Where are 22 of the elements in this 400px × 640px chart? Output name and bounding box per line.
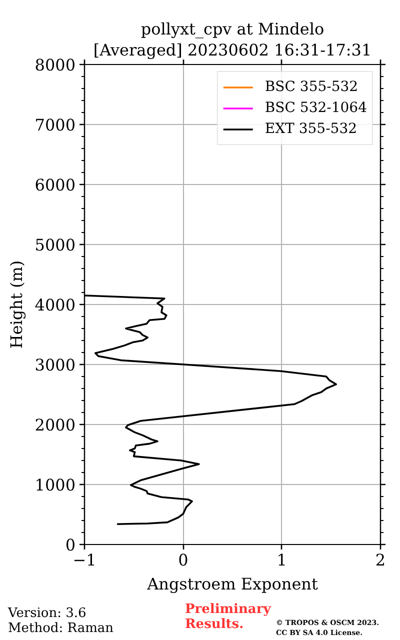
chart-title: pollyxt_cpv at Mindelo <box>140 20 324 38</box>
legend-label: BSC 532-1064 <box>264 99 367 118</box>
chart-subtitle: [Averaged] 20230602 16:31-17:31 <box>93 40 372 60</box>
y-tick-label: 8000 <box>34 56 76 74</box>
x-axis-title: Angstroem Exponent <box>146 574 318 594</box>
y-tick-label: 7000 <box>34 116 76 134</box>
y-tick-label: 3000 <box>34 356 76 374</box>
y-tick-label: 2000 <box>34 416 76 434</box>
x-tick-label: 0 <box>178 550 188 570</box>
y-tick-label: 5000 <box>34 236 76 254</box>
text: Results. <box>185 617 244 632</box>
text: Preliminary <box>185 602 271 617</box>
y-axis-title: Height (m) <box>6 260 26 349</box>
y-tick-label: 6000 <box>34 176 76 194</box>
text: Method: Raman <box>8 621 114 636</box>
x-tick-label: 1 <box>276 550 287 570</box>
y-tick-label: 1000 <box>34 476 76 494</box>
legend-label: BSC 355-532 <box>264 78 358 97</box>
x-tick-label: 2 <box>375 550 386 570</box>
y-tick-label: 4000 <box>34 296 76 314</box>
legend-label: EXT 355-532 <box>264 120 358 139</box>
text: Version: 3.6 <box>8 606 86 621</box>
